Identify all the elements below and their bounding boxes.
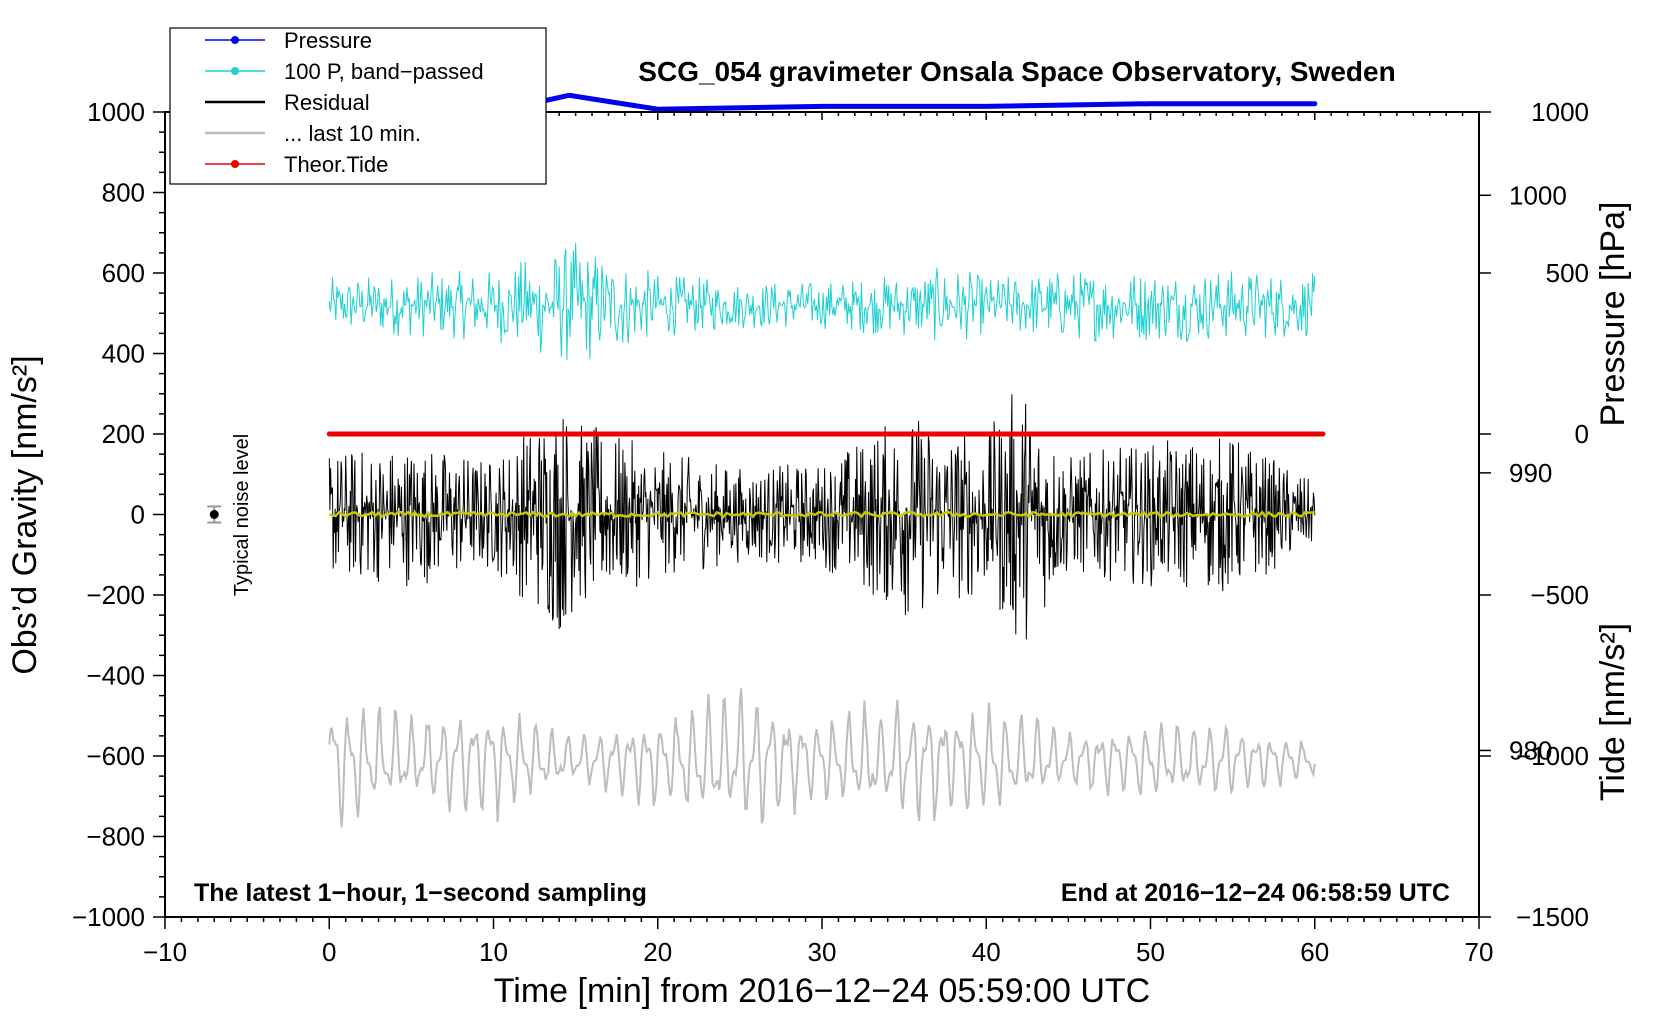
y-tick-label: −600 [86,741,145,771]
pressure-tick-label: 980 [1509,735,1552,765]
legend-marker-pressure [231,36,239,44]
legend-item-theor-tide: Theor.Tide [205,152,388,177]
noise-marker [209,510,219,519]
x-tick-label: 10 [479,937,508,967]
tide-tick-label: −1000 [1516,741,1589,771]
tide-tick-label: −1500 [1516,902,1589,932]
legend-label-theor-tide: Theor.Tide [284,152,388,177]
x-tick-label: 50 [1136,937,1165,967]
x-tick-label: 70 [1465,937,1494,967]
y-tick-label: −800 [86,822,145,852]
y-tick-label: 800 [102,178,145,208]
noise-level-label: Typical noise level [231,434,253,596]
y-tick-label: −200 [86,580,145,610]
legend-label-pressure: Pressure [284,28,372,53]
legend-marker-theor-tide [231,160,239,168]
y-tick-label: 1000 [87,97,145,127]
legend-box [169,27,547,185]
y-tick-label: −1000 [72,902,145,932]
series-residual-smoothed [328,510,1315,519]
y-tick-label: 400 [102,339,145,369]
y-axis-label: Obs’d Gravity [nm/s²] [6,355,44,674]
legend-label-last-10-min: ... last 10 min. [284,121,421,146]
series-residual [328,394,1316,640]
pressure-tick-label: 990 [1509,458,1552,488]
series-100-p-band-passed [328,242,1316,361]
legend-item-residual: Residual [205,90,370,115]
y-tick-label: 200 [102,419,145,449]
x-axis-label: Time [min] from 2016−12−24 05:59:00 UTC [494,972,1150,1010]
y-tick-label: 600 [102,258,145,288]
tide-tick-label: 500 [1546,258,1589,288]
x-tick-label: 20 [643,937,672,967]
annotation-sampling: The latest 1−hour, 1−second sampling [194,879,647,907]
legend: Pressure 100 P, band−passed Residual ...… [169,27,547,185]
y-tick-label: 0 [131,500,145,530]
annotation-end-time: End at 2016−12−24 06:58:59 UTC [1061,879,1450,907]
x-tick-label: 0 [322,937,336,967]
legend-item-last-10-min: ... last 10 min. [205,121,421,146]
legend-item-pressure: Pressure [205,28,372,53]
y-tick-label: −400 [86,661,145,691]
x-tick-label: −10 [143,937,187,967]
tide-tick-label: 1000 [1531,97,1589,127]
legend-marker-band-passed [231,67,239,75]
tide-axis-label: Tide [nm/s²] [1594,623,1632,801]
pressure-axis-label: Pressure [hPa] [1594,202,1632,427]
series--last-10-min- [328,688,1316,828]
tide-tick-label: 0 [1575,419,1589,449]
x-tick-label: 40 [972,937,1001,967]
legend-label-residual: Residual [284,90,370,115]
chart-title: SCG_054 gravimeter Onsala Space Observat… [638,56,1395,87]
legend-item-band-passed: 100 P, band−passed [205,59,484,84]
pressure-tick-label: 1000 [1509,180,1567,210]
legend-label-band-passed: 100 P, band−passed [284,59,484,84]
tide-tick-label: −500 [1530,580,1589,610]
x-tick-label: 60 [1300,937,1329,967]
x-tick-label: 30 [808,937,837,967]
